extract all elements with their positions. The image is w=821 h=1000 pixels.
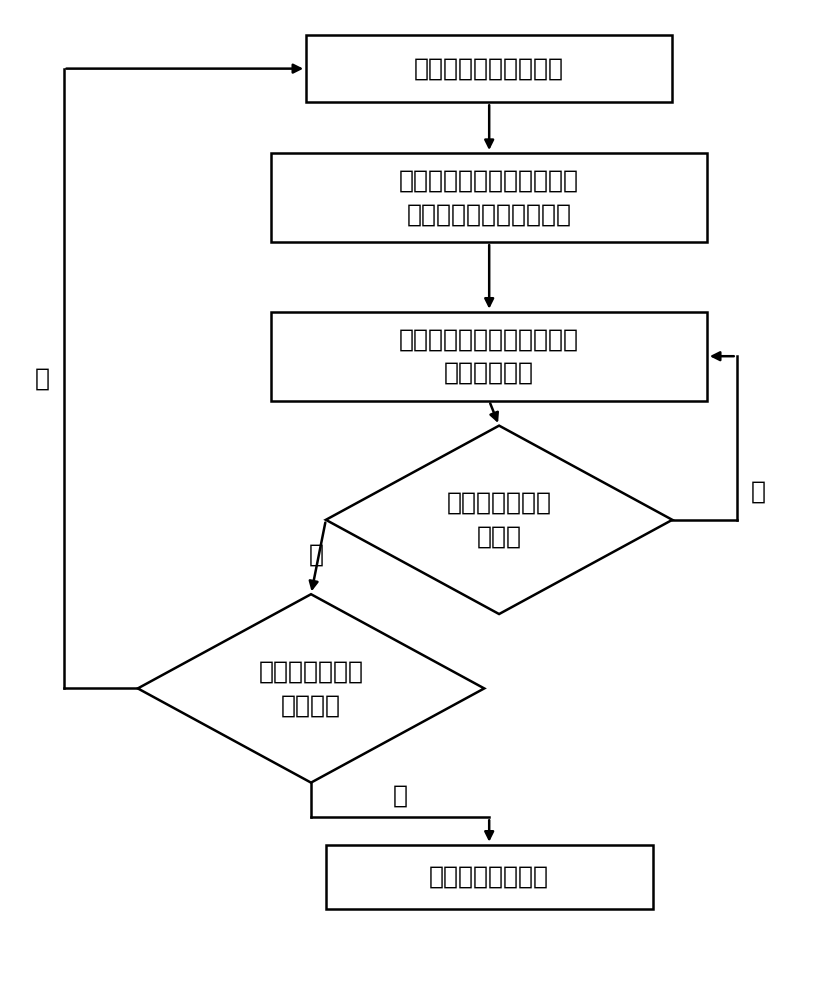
Text: 否: 否 [751,480,766,504]
Text: 以当前执行用例编号为名在
指定路径下创建文本文件: 以当前执行用例编号为名在 指定路径下创建文本文件 [399,169,579,226]
Text: 当前用例是否执
行结束: 当前用例是否执 行结束 [447,491,552,549]
Text: 将用例执行时产生的数据写
入文本文件中: 将用例执行时产生的数据写 入文本文件中 [399,327,579,385]
Bar [306,35,672,102]
Bar [272,312,707,401]
Text: 否: 否 [392,784,407,808]
Text: 是: 是 [34,367,49,391]
Text: 是否还有等待执
行的用例: 是否还有等待执 行的用例 [259,660,364,717]
Text: 是: 是 [309,543,323,567]
Polygon shape [326,426,672,614]
Text: 关闭当前文本文件: 关闭当前文本文件 [429,865,549,889]
Bar [272,153,707,242]
Bar [326,845,653,909]
Polygon shape [138,594,484,783]
Text: 获取将要执行用例信息: 获取将要执行用例信息 [414,57,564,81]
